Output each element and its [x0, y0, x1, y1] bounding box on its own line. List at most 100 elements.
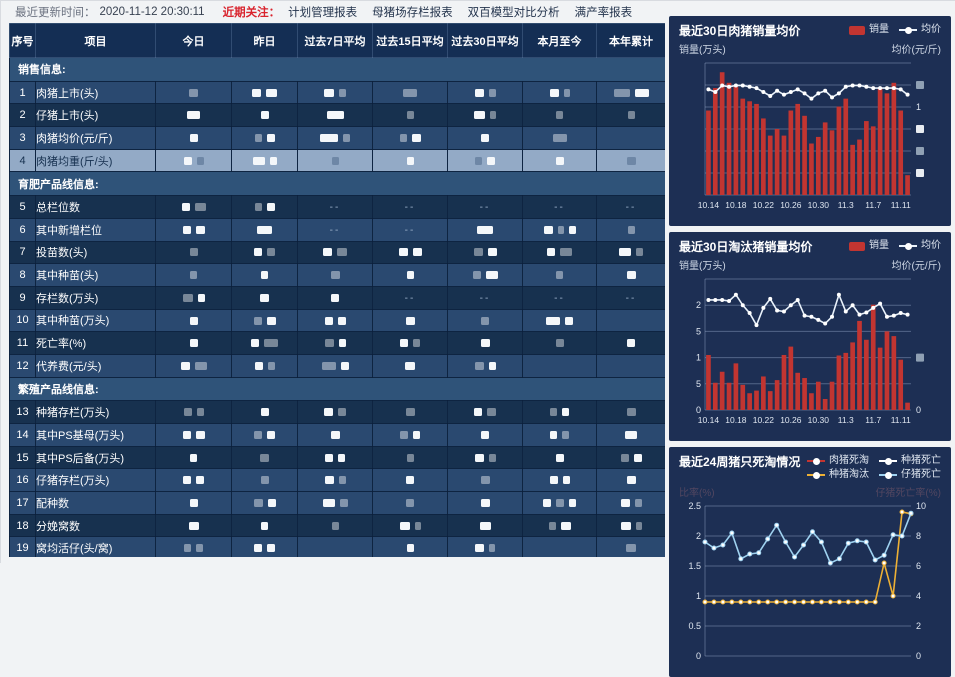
legend-label: 种猪淘汰: [829, 469, 869, 480]
value-cell: [596, 126, 665, 150]
table-row[interactable]: 5 总栏位数 -- -- -- -- --: [9, 195, 665, 219]
table-row[interactable]: 11 死亡率(%): [9, 331, 665, 355]
value-cell: [231, 468, 298, 493]
legend-item[interactable]: 均价: [899, 240, 941, 252]
redacted-value-block: [253, 316, 262, 325]
link-plan-management-report[interactable]: 计划管理报表: [288, 7, 358, 19]
redacted-value-block: [399, 134, 407, 142]
table-row[interactable]: 9 存栏数(万头) -- -- -- --: [9, 285, 665, 310]
redacted-value-block: [254, 430, 262, 439]
link-double-hundred-model-analysis[interactable]: 双百模型对比分析: [467, 7, 560, 19]
value-cell: [596, 331, 665, 355]
value-cell: [372, 423, 448, 447]
redacted-value-block: [321, 361, 336, 370]
value-cell: [447, 240, 523, 265]
redacted-value-block: [261, 521, 268, 530]
svg-text:0.5: 0.5: [688, 621, 701, 631]
svg-text:0: 0: [916, 651, 921, 661]
y-axis-label-left: 比率(%): [679, 488, 715, 499]
table-row[interactable]: 18 分娩窝数: [9, 513, 665, 538]
legend-item[interactable]: 种猪淘汰: [807, 469, 869, 481]
redacted-value-block: [635, 521, 642, 530]
svg-text:2: 2: [916, 621, 921, 631]
value-cell: [297, 148, 373, 173]
redacted-value-block: [473, 248, 483, 257]
value-cell: [447, 353, 523, 378]
redacted-value-block: [472, 271, 481, 280]
redacted-value-block: [563, 88, 570, 97]
table-row[interactable]: 8 其中种苗(头): [9, 263, 665, 287]
empty-value-dashes: --: [329, 224, 341, 236]
svg-text:10.14: 10.14: [698, 415, 720, 425]
table-row[interactable]: 7 投苗数(头): [9, 240, 665, 265]
value-cell: [372, 445, 448, 470]
value-cell: --: [372, 195, 448, 219]
value-cell: --: [522, 285, 597, 310]
redacted-value-block: [190, 271, 197, 280]
table-row[interactable]: 4 肉猪均重(斤/头): [9, 148, 665, 173]
redacted-value-block: [253, 499, 263, 507]
svg-text:0: 0: [916, 405, 921, 415]
table-row[interactable]: 2 仔猪上市(头): [9, 103, 665, 128]
table-row[interactable]: 14 其中PS基母(万头): [9, 423, 665, 447]
redacted-value-block: [477, 225, 493, 234]
row-index: 9: [9, 285, 36, 310]
row-index: 16: [9, 468, 36, 493]
value-cell: [522, 80, 597, 105]
table-row[interactable]: 15 其中PS后备(万头): [9, 445, 665, 470]
redacted-value-block: [340, 361, 349, 370]
redacted-value-block: [267, 430, 275, 439]
row-label: 存栏数(万头): [35, 285, 156, 310]
redacted-value-block: [474, 361, 484, 370]
redacted-value-block: [634, 499, 642, 507]
value-cell: [447, 331, 523, 355]
table-row[interactable]: 13 种猪存栏(万头): [9, 400, 665, 424]
redacted-value-block: [406, 156, 414, 165]
report-table: 序号 项目 今日 昨日 过去7日平均 过去15日平均 过去30日平均 本月至今 本年累计 销售信…: [9, 23, 665, 557]
redacted-value-block: [331, 521, 339, 530]
recent-focus-label: 近期关注：: [222, 7, 281, 19]
redacted-value-block: [260, 476, 269, 485]
update-time-value: 2020-11-12 20:30:11: [99, 6, 205, 18]
table-row[interactable]: 3 肉猪均价(元/斤): [9, 126, 665, 150]
value-cell: [372, 308, 448, 333]
redacted-value-block: [548, 521, 556, 530]
value-cell: [297, 513, 373, 538]
value-cell: [596, 400, 665, 424]
link-sow-farm-inventory-report[interactable]: 母猪场存栏报表: [372, 7, 453, 19]
value-cell: [372, 400, 448, 424]
redacted-value-block: [324, 408, 333, 417]
section-header-row: 育肥产品线信息:: [9, 171, 665, 197]
redacted-value-block: [260, 453, 269, 462]
column-header: 项目: [35, 23, 156, 58]
table-row[interactable]: 10 其中种苗(万头): [9, 308, 665, 333]
table-row[interactable]: 17 配种数: [9, 491, 665, 515]
table-row[interactable]: 19 窝均活仔(头/窝): [9, 536, 665, 557]
value-cell: --: [447, 195, 523, 219]
value-cell: [297, 263, 373, 287]
redacted-value-block: [398, 248, 408, 257]
legend-item[interactable]: 销量: [849, 24, 889, 36]
value-cell: [522, 445, 597, 470]
svg-text:11.11: 11.11: [891, 200, 911, 210]
redacted-value-block: [180, 361, 190, 370]
row-index: 18: [9, 513, 36, 538]
legend-item[interactable]: 均价: [899, 24, 941, 36]
table-row[interactable]: 16 仔猪存栏(万头): [9, 468, 665, 493]
table-row[interactable]: 6 其中新增栏位 -- --: [9, 217, 665, 242]
row-index: 3: [9, 126, 36, 150]
redacted-value-block: [189, 134, 198, 142]
redacted-value-block: [331, 293, 339, 302]
table-row[interactable]: 12 代养费(元/头): [9, 353, 665, 378]
legend-item[interactable]: 仔猪死亡: [879, 469, 941, 481]
legend-item[interactable]: 销量: [849, 240, 889, 252]
legend-item[interactable]: 肉猪死淘: [807, 455, 869, 467]
table-row[interactable]: 1 肉猪上市(头): [9, 80, 665, 105]
value-cell: [155, 400, 232, 424]
link-full-capacity-report[interactable]: 满产率报表: [574, 7, 633, 19]
value-cell: --: [372, 285, 448, 310]
legend-item[interactable]: 种猪死亡: [879, 455, 941, 467]
value-cell: [447, 423, 523, 447]
redacted-value-block: [627, 111, 635, 120]
redacted-value-block: [260, 408, 269, 417]
